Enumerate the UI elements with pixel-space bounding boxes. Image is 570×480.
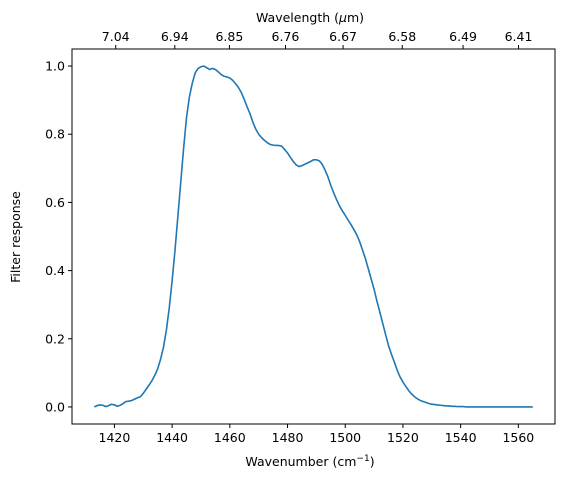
top-tick-label: 6.76: [272, 29, 300, 44]
y-tick-label: 0.8: [45, 127, 65, 142]
y-tick-label: 0.4: [45, 263, 65, 278]
y-tick-label: 1.0: [45, 59, 65, 74]
x-tick-label: 1540: [445, 430, 477, 445]
top-tick-label: 6.85: [215, 29, 243, 44]
top-tick-label: 6.94: [161, 29, 189, 44]
y-axis-label: Filter response: [8, 191, 23, 283]
y-tick-label: 0.2: [45, 331, 65, 346]
x-tick-label: 1480: [272, 430, 304, 445]
y-tick-label: 0.0: [45, 399, 65, 414]
x-tick-label: 1520: [387, 430, 419, 445]
top-tick-label: 6.41: [505, 29, 533, 44]
x-tick-label: 1560: [502, 430, 534, 445]
x-axis-label: Wavenumber (cm−1): [245, 454, 374, 469]
y-axis-ticks: 0.0 0.2 0.4 0.6 0.8 1.0: [45, 59, 72, 414]
top-tick-label: 6.58: [388, 29, 416, 44]
x-tick-label: 1460: [214, 430, 246, 445]
axes-frame: [71, 48, 556, 425]
x-axis-ticks: 1420 1440 1460 1480 1500 1520 1540 1560: [99, 424, 534, 445]
top-axis-label: Wavelength (μm): [256, 10, 364, 25]
y-tick-label: 0.6: [45, 195, 65, 210]
top-axis-ticks: 7.04 6.94 6.85 6.76 6.67 6.58 6.49 6.41: [102, 29, 533, 49]
x-tick-label: 1420: [99, 430, 131, 445]
series-line-filter-response: [93, 65, 533, 408]
top-tick-label: 6.67: [329, 29, 357, 44]
top-tick-label: 6.49: [449, 29, 477, 44]
x-tick-label: 1500: [329, 430, 361, 445]
x-tick-label: 1440: [156, 430, 188, 445]
top-tick-label: 7.04: [102, 29, 130, 44]
